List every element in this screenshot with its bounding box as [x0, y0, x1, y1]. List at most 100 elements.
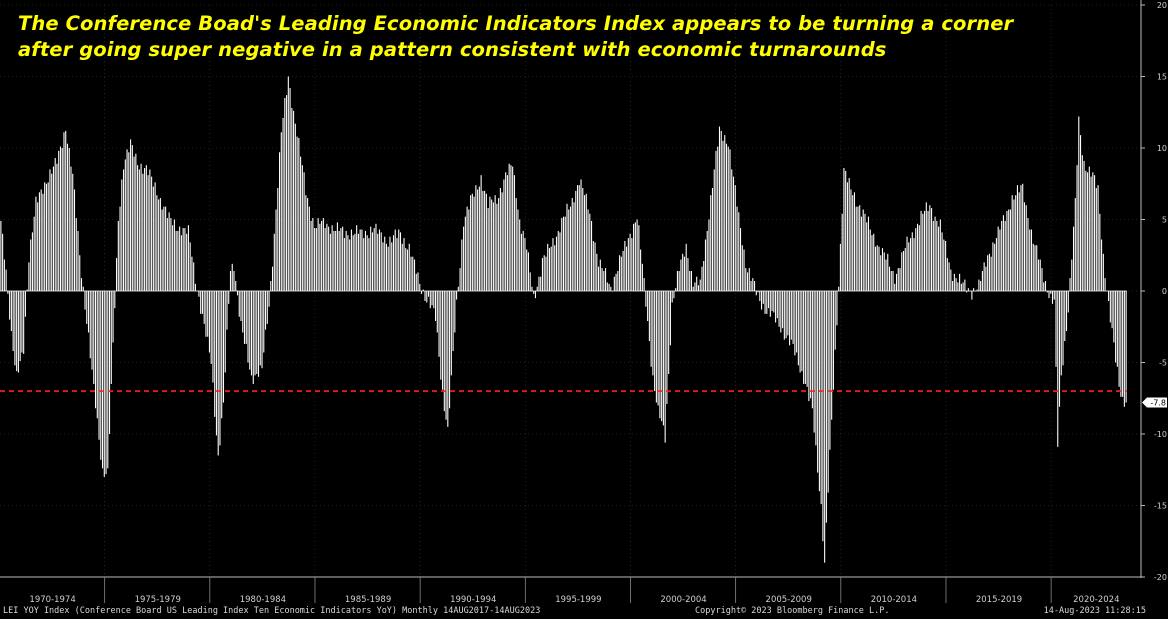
x-tick-label: 2005-2009: [766, 595, 812, 605]
bar: [850, 189, 852, 291]
bar: [617, 270, 619, 291]
bar: [282, 117, 284, 291]
bar: [859, 205, 861, 291]
bar: [1088, 166, 1090, 291]
bar: [484, 190, 486, 291]
bar: [142, 173, 144, 291]
bar: [61, 148, 63, 291]
bar: [438, 291, 440, 357]
bar: [943, 239, 945, 291]
bar: [198, 291, 200, 297]
bar: [103, 291, 105, 477]
bar: [42, 193, 44, 291]
bar: [515, 198, 517, 291]
bar: [769, 291, 771, 317]
bar: [680, 259, 682, 291]
bar: [317, 218, 319, 291]
x-tick-label: 1985-1989: [345, 595, 391, 605]
bar: [375, 223, 377, 291]
bar: [194, 283, 196, 291]
bar: [612, 291, 614, 292]
bar: [54, 158, 56, 291]
bar: [1018, 192, 1020, 291]
bar: [1123, 291, 1125, 407]
bar: [249, 291, 251, 370]
bar: [101, 291, 104, 469]
bar: [748, 268, 750, 291]
bar: [163, 206, 165, 291]
bar: [1051, 291, 1054, 304]
bar: [892, 270, 894, 291]
bar: [876, 245, 878, 291]
bar: [1029, 229, 1031, 291]
bar: [364, 230, 366, 291]
bar: [547, 243, 549, 291]
bar: [112, 291, 114, 343]
bar: [848, 178, 850, 291]
x-tick-label: 2010-2014: [871, 595, 917, 605]
bar: [273, 233, 275, 291]
bar: [917, 223, 919, 291]
bar: [1074, 198, 1076, 291]
bar: [1004, 220, 1006, 291]
bar: [382, 242, 384, 291]
bar: [540, 276, 542, 291]
bar: [315, 228, 317, 291]
bar: [152, 186, 154, 291]
bar: [21, 291, 23, 353]
bar: [44, 182, 46, 291]
bar: [606, 282, 608, 291]
bar: [736, 206, 738, 291]
bar: [491, 199, 493, 291]
bar: [1057, 291, 1059, 447]
bar: [974, 291, 976, 292]
y-tick-label: 0: [1162, 287, 1167, 296]
bar: [401, 243, 403, 291]
bar: [301, 165, 303, 291]
bar: [643, 278, 645, 291]
bar: [561, 218, 563, 291]
bar: [873, 233, 875, 291]
bar: [123, 169, 125, 291]
bar: [398, 229, 400, 291]
bar: [867, 216, 870, 291]
bar: [976, 289, 978, 291]
bar: [880, 255, 882, 291]
bar: [7, 291, 9, 294]
bar: [939, 219, 941, 291]
bar: [689, 270, 691, 291]
bar: [901, 252, 903, 291]
bar: [580, 179, 582, 291]
bar: [527, 252, 529, 291]
bar: [440, 291, 442, 380]
bar: [352, 235, 354, 291]
bar: [391, 242, 393, 291]
bar: [1016, 185, 1018, 291]
bar: [100, 291, 102, 460]
bar: [869, 229, 871, 291]
bar: [792, 291, 794, 344]
bar: [583, 195, 586, 291]
bar: [668, 291, 670, 374]
x-axis: 1970-1974 1975-1979 1980-1984 1985-1989 1990…: [0, 576, 1141, 605]
footer-copyright: Copyright© 2023 Bloomberg Finance L.P.: [695, 606, 890, 616]
bar: [1104, 278, 1106, 291]
bar: [5, 269, 7, 291]
bar: [1069, 278, 1071, 291]
bar: [261, 291, 263, 369]
bar: [717, 146, 719, 291]
bar: [294, 123, 296, 291]
bar: [151, 176, 153, 291]
bar: [168, 212, 170, 291]
bar: [457, 286, 459, 291]
bar: [894, 283, 896, 291]
bar: [229, 270, 232, 291]
bar: [319, 223, 321, 291]
bar: [247, 291, 249, 363]
bar: [768, 291, 770, 309]
bar: [333, 230, 335, 291]
bar: [755, 291, 757, 296]
bar: [449, 291, 451, 409]
bar: [336, 222, 338, 291]
